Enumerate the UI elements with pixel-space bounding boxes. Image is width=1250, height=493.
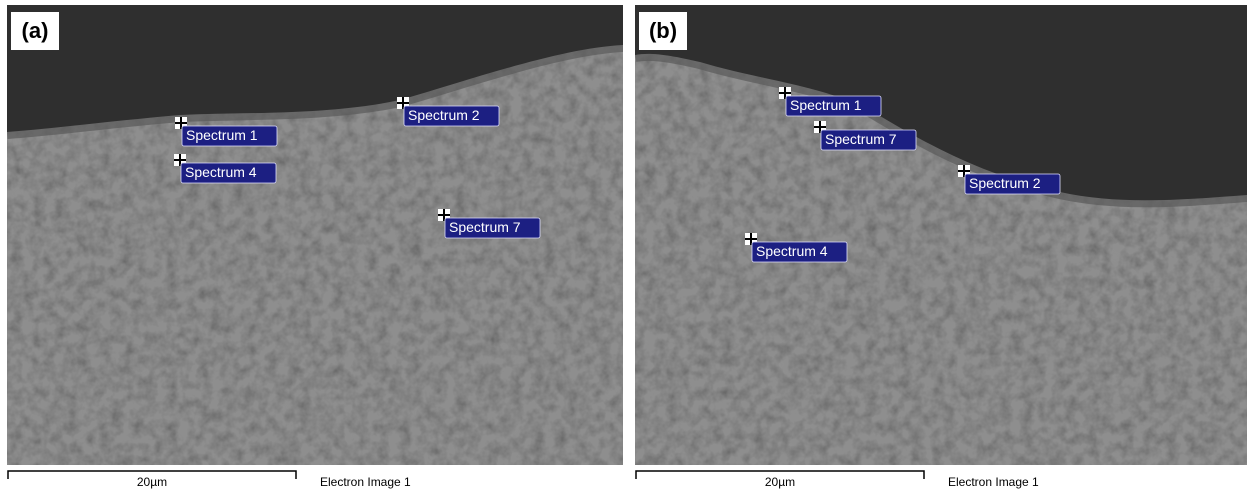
spectrum-label: Spectrum 4 [185,164,257,180]
spectrum-label: Spectrum 7 [449,219,521,235]
spectrum-label: Spectrum 1 [790,97,862,113]
panel-label: (a) [22,18,49,43]
spectrum-label: Spectrum 7 [825,131,897,147]
image-caption: Electron Image 1 [948,475,1039,489]
scale-bar-label: 20µm [765,475,795,489]
panel-label: (b) [649,18,677,43]
sem-figure: (a) Spectrum 1 Spectrum 4 Spectrum 2 Spectru… [0,0,1250,493]
spectrum-label: Spectrum 2 [408,107,480,123]
scale-bar-label: 20µm [137,475,167,489]
spectrum-label: Spectrum 4 [756,243,828,259]
spectrum-label: Spectrum 2 [969,175,1041,191]
sem-panel [635,5,1247,465]
spectrum-label: Spectrum 1 [186,127,258,143]
image-caption: Electron Image 1 [320,475,411,489]
